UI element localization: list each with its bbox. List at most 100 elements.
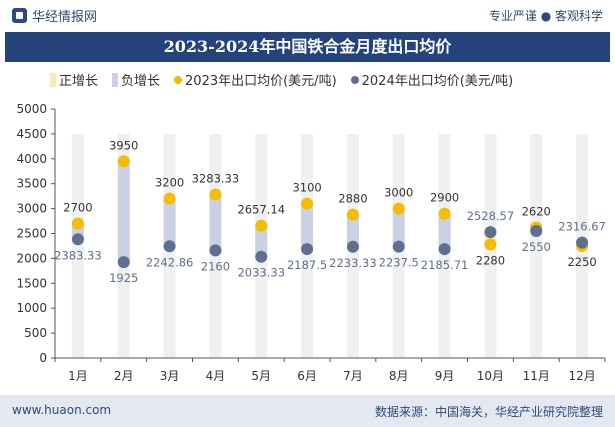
footer-website: www.huaon.com [12,403,112,417]
data-label-2023: 2900 [430,191,459,205]
x-tick-label: 5月 [251,369,271,383]
point-2023 [255,219,268,232]
brand: 华经情报网 [12,6,97,25]
legend-item-2023: 2023年出口均价(美元/吨) [174,70,337,89]
x-tick-label: 10月 [477,369,504,383]
negative-swatch-icon [112,72,119,87]
data-label-2024: 2187.5 [287,258,327,272]
tagline: 专业严谨 ● 客观科学 [488,9,603,23]
point-2024 [484,226,497,239]
point-2023 [392,202,405,215]
growth-bar-negative [255,225,268,257]
title-bar: 2023-2024年中国铁合金月度出口均价 [5,32,610,62]
data-label-2023: 3200 [155,176,184,190]
data-label-2024: 2033.33 [237,266,285,280]
data-label-2023: 3000 [384,186,413,200]
point-2023 [438,207,451,220]
growth-bar-negative [346,214,359,247]
data-label-2024: 1925 [109,271,138,285]
point-2024 [163,240,176,253]
y-tick-label: 3000 [16,202,47,216]
y-tick-label: 3500 [16,177,47,191]
y-tick-label: 500 [24,326,47,340]
legend-label-2023: 2023年出口均价(美元/吨) [185,74,337,89]
data-label-2024: 2160 [201,259,230,273]
point-2023 [301,197,314,210]
data-label-2023: 3950 [109,138,138,152]
x-tick-label: 6月 [297,369,317,383]
point-2023 [209,188,222,201]
y-tick-label: 4000 [16,152,47,166]
y-tick-label: 4500 [16,127,47,141]
point-2023 [71,217,84,230]
data-label-2024: 2242.86 [146,255,194,269]
brand-logo-icon [12,8,27,23]
legend-label-positive: 正增长 [59,74,99,89]
x-tick-label: 12月 [568,369,595,383]
legend-label-negative: 负增长 [121,74,161,89]
growth-bar-negative [209,194,222,251]
growth-bar-negative [438,213,451,250]
data-label-2024: 2237.5 [379,256,419,270]
x-tick-label: 8月 [389,369,409,383]
data-label-2023: 2250 [567,255,596,269]
chart-plot: 0 500 1000 1500 2000 2500 3000 3500 4000 4500 5000… [16,102,606,383]
growth-bar-negative [301,203,314,250]
x-tick-label: 9月 [435,369,455,383]
dot-2024-icon [350,75,359,84]
point-2023 [163,192,176,205]
point-2024 [301,243,314,256]
data-label-2023: 3283.33 [192,171,240,185]
growth-bar-negative [163,198,176,247]
month-column-bg [530,134,543,358]
y-tick-label: 5000 [16,102,47,116]
footer-source: 数据来源：中国海关，华经产业研究院整理 [374,405,603,419]
y-tick-label: 2000 [16,251,47,265]
legend-item-2024: 2024年出口均价(美元/吨) [350,70,514,89]
data-label-2024: 2316.67 [558,220,606,234]
top-bar: 华经情报网 专业严谨 ● 客观科学 [0,0,615,30]
data-label-2023: 2657.14 [237,203,285,217]
point-2024 [438,243,451,256]
point-2024 [117,256,130,269]
data-label-2024: 2383.33 [54,248,102,262]
legend-label-2024: 2024年出口均价(美元/吨) [361,74,514,89]
point-2024 [255,250,268,263]
brand-name: 华经情报网 [32,10,98,25]
point-2024 [346,240,359,253]
x-tick-label: 4月 [206,369,226,383]
legend-item-positive: 正增长 [50,70,98,89]
point-2024 [392,240,405,253]
legend: 正增长 负增长 2023年出口均价(美元/吨) 2024年出口均价(美元/吨) [50,70,513,89]
data-label-2023: 2880 [338,192,367,206]
point-2023 [484,238,497,251]
point-2024 [530,225,543,238]
data-label-2023: 3100 [292,181,321,195]
data-label-2024: 2185.71 [421,258,469,272]
y-tick-label: 1500 [16,276,47,290]
point-2024 [209,244,222,257]
x-tick-label: 3月 [160,369,180,383]
point-2023 [346,208,359,221]
footer: www.huaon.com 数据来源：中国海关，华经产业研究院整理 [0,395,615,427]
growth-bar-negative [392,208,405,247]
data-label-2024: 2550 [522,240,551,254]
chart-title: 2023-2024年中国铁合金月度出口均价 [163,37,452,56]
month-column-bg [71,134,84,358]
dot-2023-icon [174,75,183,84]
data-label-2023: 2700 [63,201,92,215]
point-2023 [117,155,130,168]
x-tick-label: 2月 [114,369,134,383]
point-2024 [576,236,589,249]
y-tick-label: 0 [39,351,47,365]
data-label-2023: 2280 [476,253,505,267]
data-label-2023: 2620 [522,205,551,219]
y-tick-label: 1000 [16,301,47,315]
x-tick-label: 7月 [343,369,363,383]
growth-bar-negative [117,161,130,263]
positive-swatch-icon [50,72,56,87]
data-label-2024: 2528.57 [467,209,515,223]
y-tick-label: 2500 [16,227,47,241]
legend-item-negative: 负增长 [112,70,160,89]
x-tick-label: 11月 [523,369,550,383]
